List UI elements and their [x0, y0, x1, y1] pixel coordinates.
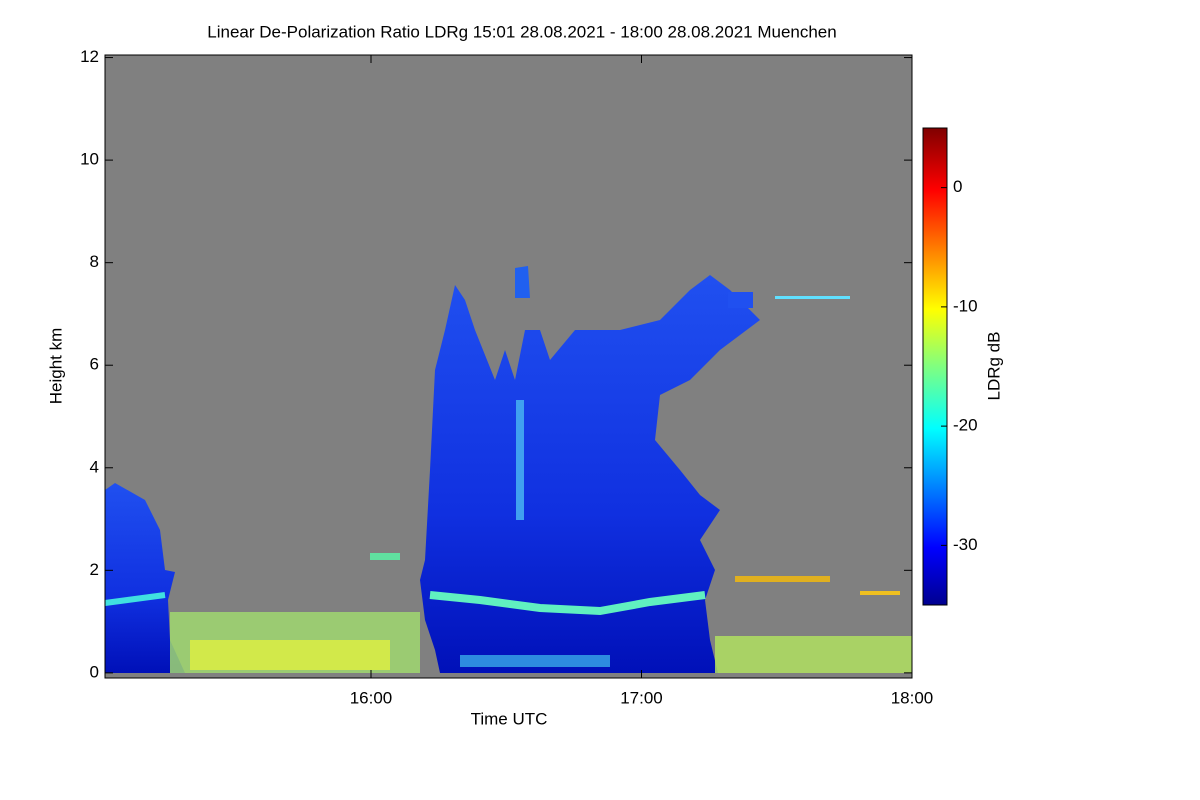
- colorbar: [922, 127, 948, 606]
- ground-clutter: [190, 640, 390, 670]
- colorbar-tick-label: -10: [953, 296, 978, 315]
- colorbar-tick-label: -30: [953, 535, 978, 554]
- echo-region: [420, 275, 760, 673]
- y-tick-label: 2: [90, 560, 99, 579]
- x-tick-label: 16:00: [350, 688, 393, 707]
- layer: [370, 553, 400, 560]
- y-tick-label: 12: [80, 47, 99, 66]
- chart-title: Linear De-Polarization Ratio LDRg 15:01 …: [207, 22, 836, 41]
- melting-layer: [429, 591, 706, 616]
- plot-frame: [104, 54, 913, 679]
- layer: [775, 296, 850, 299]
- echo-region: [728, 292, 753, 308]
- field: [104, 266, 912, 673]
- x-tick-label: 18:00: [891, 688, 934, 707]
- y-tick-label: 10: [80, 150, 99, 169]
- y-tick-label: 8: [90, 252, 99, 271]
- echo-region: [105, 483, 185, 673]
- x-tick-label: 17:00: [620, 688, 663, 707]
- colorbar-tick-label: -20: [953, 416, 978, 435]
- layer: [860, 591, 900, 595]
- ground-clutter: [715, 636, 912, 673]
- layer: [735, 576, 830, 582]
- streak: [460, 655, 610, 667]
- y-axis-label: Height km: [46, 328, 65, 405]
- echo-region: [515, 266, 530, 298]
- colorbar-label: LDRg dB: [984, 332, 1003, 401]
- y-tick-label: 0: [90, 662, 99, 681]
- colorbar-tick-label: 0: [953, 177, 962, 196]
- melting-layer: [104, 592, 166, 606]
- y-tick-label: 4: [90, 457, 99, 476]
- y-tick-label: 6: [90, 355, 99, 374]
- x-axis-label: Time UTC: [471, 709, 548, 728]
